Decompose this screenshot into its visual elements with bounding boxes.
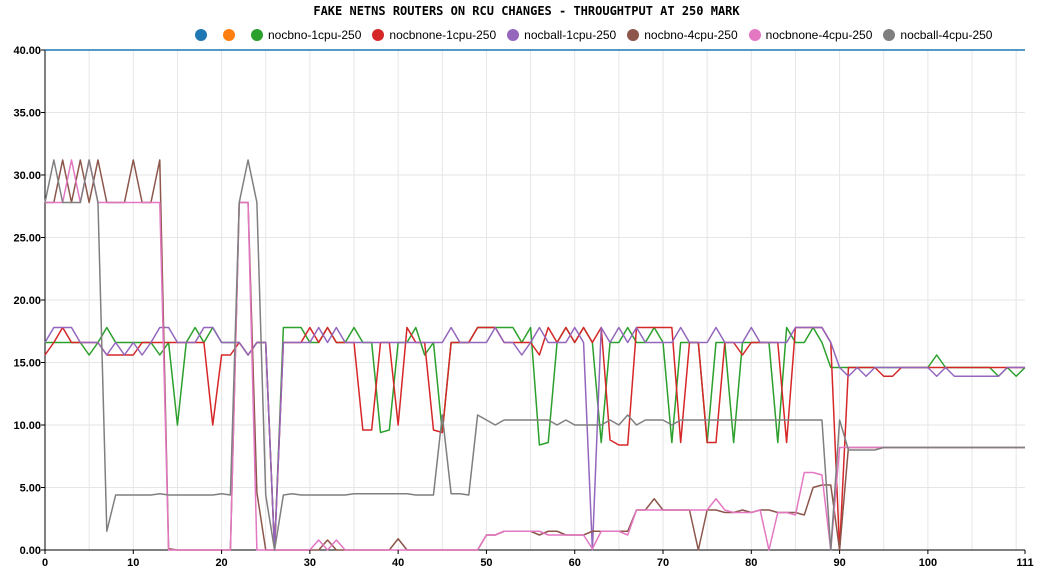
y-tick-label: 15.00 [13,358,41,370]
legend-label: nocbno-1cpu-250 [268,28,362,42]
grid [44,49,1025,551]
x-tick-label: 70 [657,557,669,569]
y-tick-label: 35.00 [13,108,41,120]
x-axis-ticks: 0 10 20 30 40 50 60 70 80 90 100 111 [42,550,1034,569]
legend-item[interactable]: nocball-4cpu-250 [883,28,992,42]
x-tick-label: 40 [392,557,404,569]
x-tick-label: 50 [480,557,492,569]
legend-item[interactable]: nocbnone-1cpu-250 [372,28,496,42]
legend-swatch [372,29,385,41]
legend-item[interactable]: nocball-1cpu-250 [507,28,616,42]
y-tick-label: 0.00 [20,545,41,557]
legend-swatch [195,29,207,41]
x-tick-label: 20 [215,557,227,569]
y-tick-label: 25.00 [13,233,41,245]
legend-item[interactable] [223,29,240,41]
legend-item[interactable]: nocbno-1cpu-250 [251,28,361,42]
legend-item[interactable]: nocbnone-4cpu-250 [748,28,873,42]
x-tick-label: 0 [42,557,48,569]
legend-label: nocball-1cpu-250 [524,28,617,42]
series-lines [44,159,1026,551]
legend-swatch [748,29,761,41]
legend-swatch [627,29,640,41]
legend-swatch [223,29,235,41]
legend-label: nocbno-4cpu-250 [644,28,738,42]
series-line-nocbnone-1cpu-250 [44,326,1025,551]
y-tick-label: 20.00 [13,295,41,307]
x-tick-label: 80 [745,557,757,569]
series-line-nocball-1cpu-250 [44,326,1025,551]
x-tick-label: 60 [569,557,581,569]
y-tick-label: 40.00 [13,45,41,57]
legend-label: nocball-4cpu-250 [900,28,993,42]
series-line-nocbnone-4cpu-250 [45,159,1025,551]
x-tick-label: 90 [833,557,845,569]
legend-swatch [883,29,896,41]
series-line-nocbno-1cpu-250 [45,326,1026,551]
y-axis-ticks: 0.00 5.00 10.00 15.00 20.00 25.00 30.00 35.00 40… [13,45,45,557]
x-tick-label: 30 [304,557,316,569]
x-tick-label: 111 [1016,557,1033,569]
y-tick-label: 30.00 [13,170,41,182]
legend-item[interactable]: nocbno-4cpu-250 [627,28,738,42]
legend-swatch [251,29,263,41]
series-line-nocball-4cpu-250 [44,159,1025,551]
legend-swatch [507,29,520,41]
legend-item[interactable] [195,29,212,41]
x-tick-label: 10 [127,557,139,569]
y-tick-label: 10.00 [13,420,41,432]
y-tick-label: 5.00 [20,483,41,495]
x-tick-label: 100 [919,557,937,569]
chart-title: FAKE NETNS ROUTERS ON RCU CHANGES - THRO… [313,4,740,18]
series-line-nocbno-4cpu-250 [45,159,1025,551]
legend-label: nocbnone-1cpu-250 [389,28,497,42]
legend: nocbno-1cpu-250 nocbnone-1cpu-250 nocball-… [195,26,1003,44]
legend-label: nocbnone-4cpu-250 [765,28,873,42]
